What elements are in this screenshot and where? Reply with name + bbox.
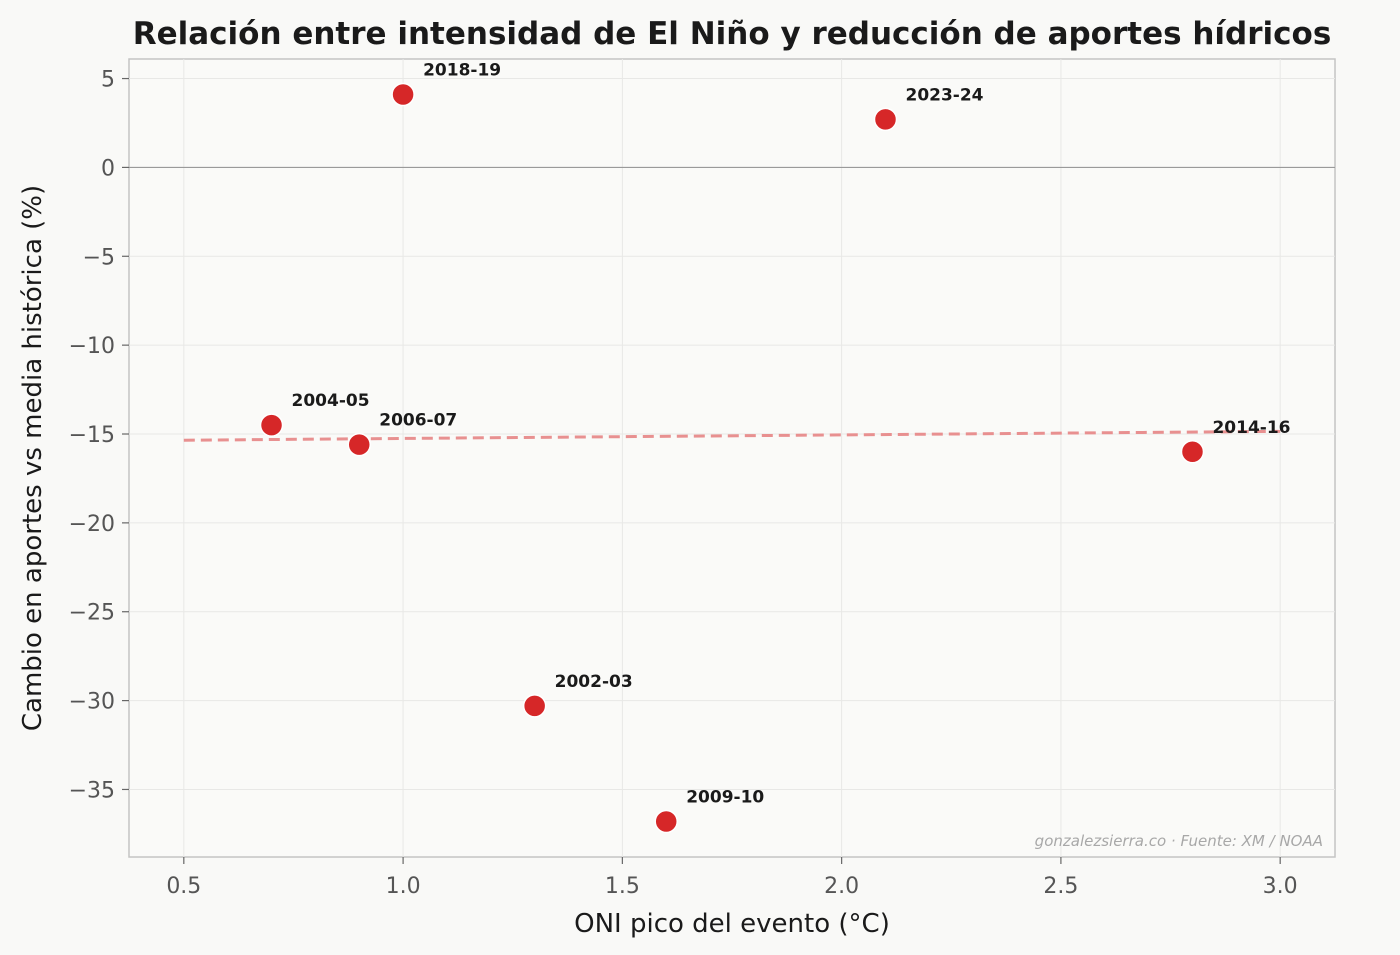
data-point[interactable] [347,432,371,457]
y-tick-label: 5 [101,68,115,93]
y-tick-label: −25 [69,601,115,626]
data-point[interactable] [391,82,415,107]
chart-title: Relación entre intensidad de El Niño y r… [133,16,1332,52]
data-point[interactable] [259,413,284,437]
point-label: 2004-05 [292,391,370,411]
data-point[interactable] [522,694,547,718]
data-points [259,82,1205,834]
y-tick-label: −15 [69,423,115,448]
plot-area [128,58,1336,858]
point-label: 2002-03 [555,672,633,692]
x-tick-label: 2.0 [824,874,859,899]
y-axis-label: Cambio en aportes vs media histórica (%) [18,185,48,731]
x-axis-label: ONI pico del evento (°C) [574,909,890,939]
point-label: 2018-19 [423,61,501,81]
point-label: 2009-10 [686,787,764,807]
trend-line [183,429,1281,442]
point-labels: 2002-03 2004-05 2006-07 2009-10 2014-16 2018-… [292,61,1291,808]
y-tick-label: −20 [69,512,115,537]
y-tick-label: −30 [69,690,115,715]
y-tick-label: 0 [101,156,115,181]
x-axis-ticks: 0.5 1.0 1.5 2.0 2.5 3.0 [166,857,1298,899]
data-point[interactable] [654,809,678,834]
data-point[interactable] [873,107,898,132]
y-tick-label: −5 [83,245,115,270]
point-label: 2006-07 [379,411,457,431]
grid [129,59,1335,857]
x-tick-label: 1.0 [386,874,421,899]
data-point[interactable] [1180,440,1205,464]
x-tick-label: 3.0 [1263,874,1298,899]
x-tick-label: 2.5 [1043,874,1078,899]
x-tick-label: 0.5 [166,874,201,899]
point-label: 2014-16 [1212,418,1290,438]
y-axis-ticks: 5 0 −5 −10 −15 −20 −25 −30 −35 [69,68,129,803]
source-credit: gonzalezsierra.co · Fuente: XM / NOAA [1035,832,1323,850]
point-label: 2023-24 [905,85,983,105]
y-tick-label: −10 [69,334,115,359]
x-tick-label: 1.5 [605,874,640,899]
y-tick-label: −35 [69,778,115,803]
